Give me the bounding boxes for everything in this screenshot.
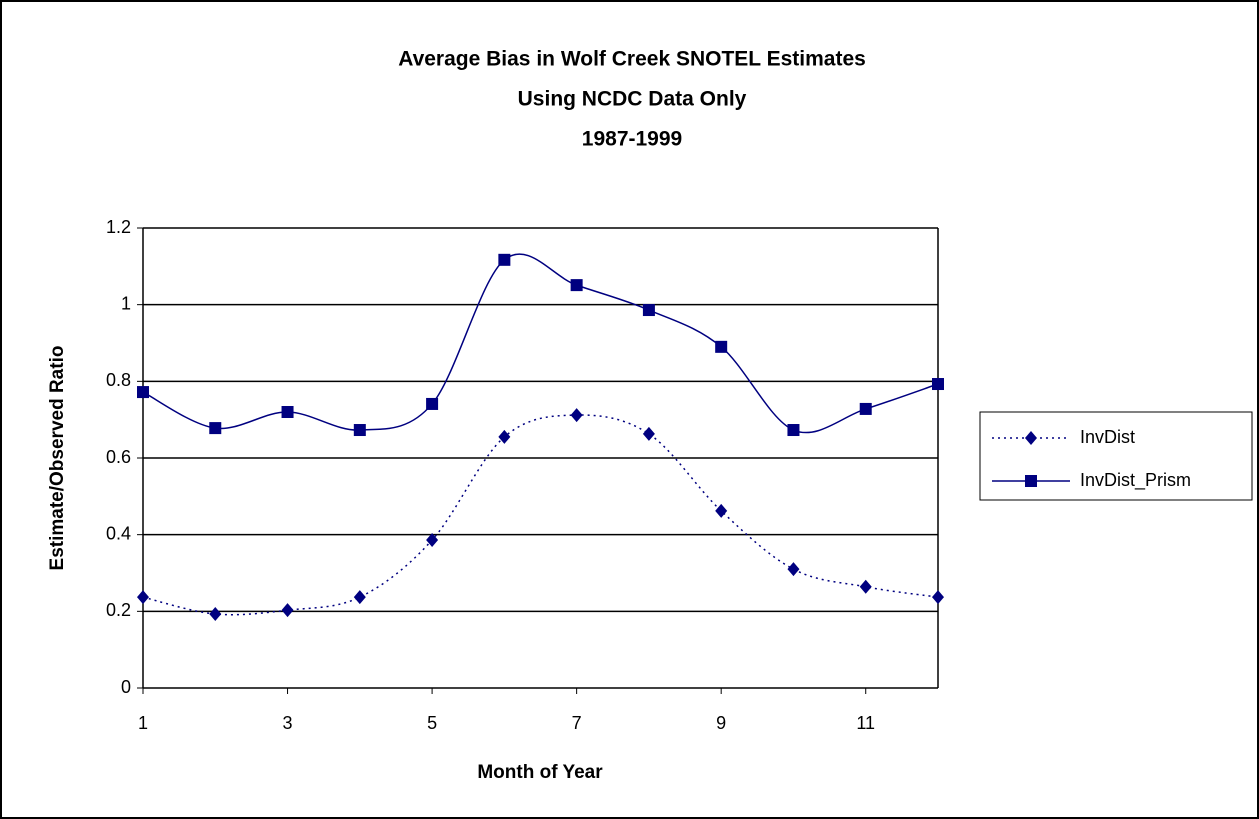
data-point (787, 424, 800, 437)
chart-title: Using NCDC Data Only (518, 88, 747, 111)
y-tick-label: 1 (121, 293, 131, 313)
chart-title: Average Bias in Wolf Creek SNOTEL Estima… (398, 48, 866, 71)
data-point (498, 253, 511, 266)
legend-label: InvDist (1080, 427, 1135, 447)
data-point (570, 279, 583, 292)
y-tick-label: 0.2 (106, 600, 131, 620)
y-tick-label: 0.4 (106, 523, 131, 543)
data-point (570, 408, 583, 423)
data-point (353, 424, 366, 437)
data-point (642, 304, 655, 317)
data-point (137, 590, 149, 605)
data-point (859, 579, 872, 594)
chart-title: 1987-1999 (582, 128, 682, 151)
legend-label: InvDist_Prism (1080, 470, 1191, 491)
data-point (859, 402, 872, 415)
data-point (281, 603, 294, 618)
y-axis-label: Estimate/Observed Ratio (47, 346, 68, 571)
x-tick-label: 11 (856, 713, 875, 733)
x-tick-label: 1 (138, 713, 148, 733)
x-axis-label: Month of Year (477, 762, 603, 783)
data-point (932, 378, 944, 391)
legend-marker (1025, 431, 1037, 445)
y-tick-label: 1.2 (106, 217, 131, 237)
x-tick-label: 5 (427, 713, 437, 733)
data-point (932, 590, 944, 605)
x-tick-label: 3 (283, 713, 293, 733)
data-point (787, 562, 800, 577)
y-tick-label: 0.8 (106, 370, 131, 390)
y-tick-label: 0.6 (106, 447, 131, 467)
data-point (209, 422, 222, 435)
data-point (426, 397, 439, 410)
data-point (642, 426, 655, 441)
legend-marker (1025, 475, 1037, 487)
data-point (715, 340, 728, 353)
data-point (353, 590, 366, 605)
x-tick-label: 7 (572, 713, 582, 733)
x-tick-label: 9 (716, 713, 726, 733)
data-point (426, 533, 439, 548)
data-point (498, 429, 511, 444)
data-point (137, 386, 149, 399)
data-point (715, 503, 728, 518)
data-point (281, 406, 294, 418)
data-point (209, 607, 222, 622)
y-tick-label: 0 (121, 677, 131, 697)
